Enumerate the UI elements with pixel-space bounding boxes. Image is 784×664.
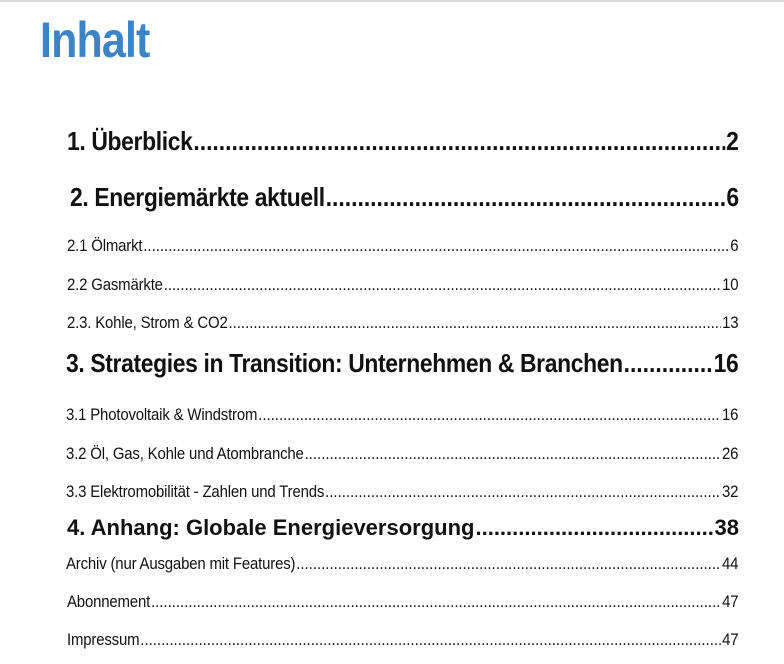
toc-entry-page: 16 bbox=[722, 405, 739, 424]
toc-entry-elektromobilitaet[interactable]: 3.3 Elektromobilität - Zahlen und Trends… bbox=[66, 482, 738, 502]
toc-entry-label: 2. Energiemärkte aktuell bbox=[70, 182, 325, 212]
toc-entry-label: 2.1 Ölmarkt bbox=[67, 236, 143, 255]
toc-entry-page: 2 bbox=[726, 126, 739, 156]
toc-leader-dots bbox=[325, 482, 721, 502]
toc-entry-photovoltaik[interactable]: 3.1 Photovoltaik & Windstrom 16 bbox=[66, 405, 738, 425]
toc-entry-label: Archiv (nur Ausgaben mit Features) bbox=[66, 554, 296, 573]
toc-leader-dots bbox=[305, 444, 722, 464]
toc-entry-label: 1. Überblick bbox=[67, 126, 193, 156]
toc-entry-page: 6 bbox=[730, 236, 739, 255]
toc-leader-dots bbox=[151, 592, 721, 612]
toc-leader-dots bbox=[326, 182, 726, 213]
toc-entry-label: 2.3. Kohle, Strom & CO2 bbox=[67, 313, 228, 332]
toc-entry-page: 10 bbox=[722, 275, 739, 294]
toc-entry-abonnement[interactable]: Abonnement 47 bbox=[67, 592, 739, 612]
toc-entry-label: 3. Strategies in Transition: Unternehmen… bbox=[66, 348, 623, 378]
toc-entry-gasmaerkte[interactable]: 2.2 Gasmärkte 10 bbox=[67, 275, 739, 295]
toc-entry-label: Impressum bbox=[67, 630, 140, 649]
toc-entry-page: 47 bbox=[722, 592, 739, 611]
toc-entry-strategies[interactable]: 3. Strategies in Transition: Unternehmen… bbox=[66, 348, 739, 379]
toc-leader-dots bbox=[624, 348, 713, 379]
toc-entry-impressum[interactable]: Impressum 47 bbox=[67, 630, 739, 650]
toc-leader-dots bbox=[164, 275, 722, 295]
toc-leader-dots bbox=[193, 126, 725, 157]
toc-leader-dots bbox=[475, 515, 713, 541]
toc-entry-page: 44 bbox=[722, 554, 739, 573]
toc-leader-dots bbox=[228, 313, 721, 333]
toc-leader-dots bbox=[296, 554, 721, 574]
toc-entry-label: 3.1 Photovoltaik & Windstrom bbox=[66, 405, 258, 424]
toc-entry-label: Abonnement bbox=[67, 592, 151, 611]
toc-entry-label: 3.2 Öl, Gas, Kohle und Atombranche bbox=[66, 444, 304, 463]
page-title: Inhalt bbox=[40, 12, 150, 68]
toc-entry-page: 47 bbox=[722, 630, 739, 649]
toc-entry-page: 26 bbox=[722, 444, 739, 463]
toc-entry-archiv[interactable]: Archiv (nur Ausgaben mit Features) 44 bbox=[66, 554, 738, 574]
toc-entry-oelmarkt[interactable]: 2.1 Ölmarkt 6 bbox=[67, 236, 739, 256]
toc-entry-page: 6 bbox=[726, 182, 739, 212]
top-border bbox=[0, 0, 784, 2]
toc-entry-energiemaerkte[interactable]: 2. Energiemärkte aktuell 6 bbox=[70, 182, 739, 213]
toc-entry-label: 3.3 Elektromobilität - Zahlen und Trends bbox=[66, 482, 325, 501]
toc-leader-dots bbox=[258, 405, 721, 425]
toc-entry-page: 16 bbox=[713, 348, 739, 378]
toc-leader-dots bbox=[140, 630, 721, 650]
toc-leader-dots bbox=[143, 236, 729, 256]
toc-entry-page: 13 bbox=[722, 313, 739, 332]
toc-entry-label: 4. Anhang: Globale Energieversorgung bbox=[67, 515, 475, 540]
toc-entry-label: 2.2 Gasmärkte bbox=[67, 275, 163, 294]
toc-entry-anhang[interactable]: 4. Anhang: Globale Energieversorgung 38 bbox=[67, 515, 739, 541]
toc-entry-ueberblick[interactable]: 1. Überblick 2 bbox=[67, 126, 739, 157]
toc-entry-kohle-strom[interactable]: 2.3. Kohle, Strom & CO2 13 bbox=[67, 313, 739, 333]
toc-entry-page: 38 bbox=[714, 515, 739, 540]
toc-entry-oel-gas-kohle[interactable]: 3.2 Öl, Gas, Kohle und Atombranche 26 bbox=[66, 444, 738, 464]
toc-entry-page: 32 bbox=[722, 482, 739, 501]
